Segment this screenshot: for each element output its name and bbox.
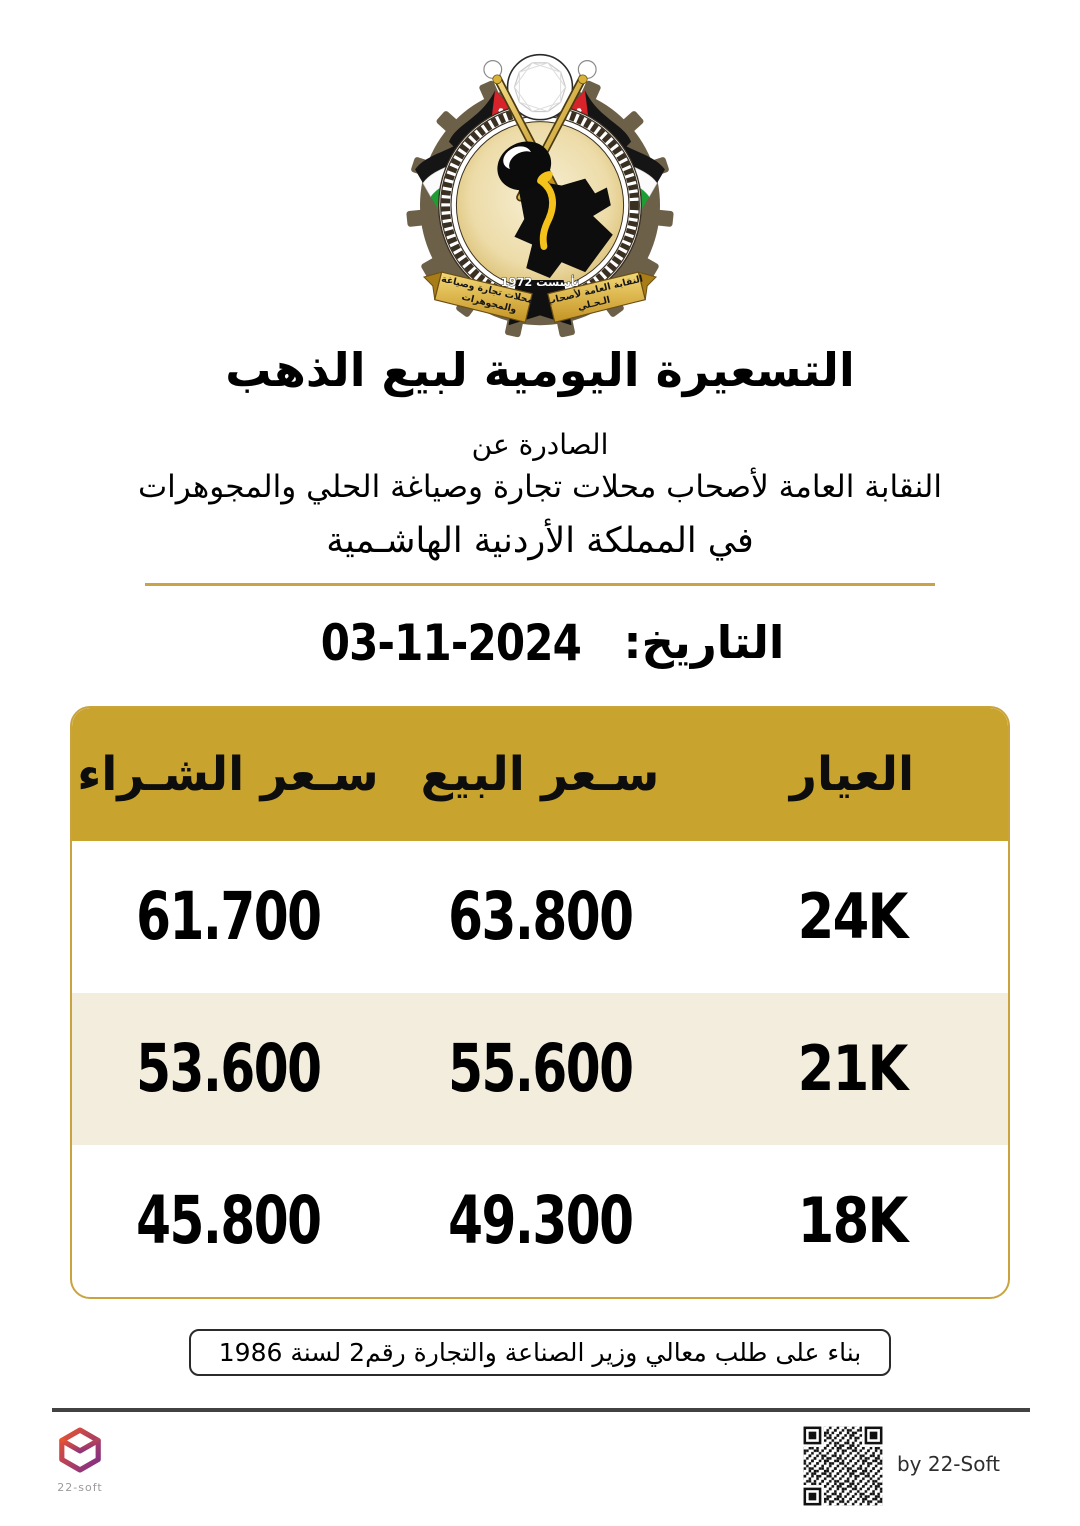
sell-price: 49.300	[447, 1181, 634, 1259]
gold-price-table: العيار سـعر البيع سـعر الشـراء 24K 63.80…	[70, 705, 1010, 1299]
karat-value: 24K	[797, 879, 908, 953]
buy-price: 61.700	[135, 877, 322, 955]
jordan-map-icon	[514, 178, 613, 278]
page-footer: by 22-Soft 22-soft	[0, 1412, 1080, 1508]
issuer-name: النقابة العامة لأصحاب محلات تجارة وصياغة…	[137, 468, 942, 505]
diamond-icon	[506, 53, 574, 121]
credit-text: by 22-Soft	[896, 1451, 1000, 1476]
column-header-buy: سـعر الشـراء	[77, 746, 379, 802]
table-row: 24K 63.800 61.700	[72, 841, 1008, 993]
sell-price: 63.800	[447, 877, 634, 955]
table-header-row: العيار سـعر البيع سـعر الشـراء	[72, 707, 1008, 841]
table-row: 18K 49.300 45.800	[72, 1145, 1008, 1297]
column-header-karat: العيار	[789, 746, 915, 802]
established-label: تأسست 1972	[501, 275, 579, 289]
bottom-divider	[52, 1407, 1030, 1412]
table-row: 21K 55.600 53.600	[72, 992, 1008, 1145]
note-container: بناء على طلب معالي وزير الصناعة والتجارة…	[0, 1328, 1080, 1376]
ribbon-left: محلات تجارة وصياغة والمجوهرات	[422, 271, 535, 323]
emblem-container: تأسست 1972 النقابة العامة لأصحاب الـحـلي…	[0, 0, 1080, 342]
legal-note: بناء على طلب معالي وزير الصناعة والتجارة…	[188, 1328, 892, 1376]
karat-value: 21K	[797, 1031, 908, 1105]
kingdom-line: في المملكة الأردنية الهاشـمية	[326, 520, 754, 561]
buy-price: 45.800	[135, 1181, 322, 1259]
buy-price: 53.600	[135, 1029, 322, 1107]
brand-cube-icon	[59, 1427, 101, 1473]
brand-block: 22-soft	[48, 1424, 112, 1494]
date-line: التاريخ: 03-11-2024	[0, 614, 1080, 672]
qr-code-icon	[800, 1423, 885, 1508]
syndicate-emblem-icon: تأسست 1972 النقابة العامة لأصحاب الـحـلي…	[406, 53, 674, 338]
sell-price: 55.600	[447, 1029, 634, 1107]
karat-value: 18K	[797, 1183, 908, 1257]
date-value: 03-11-2024	[320, 613, 581, 672]
crucible-icon	[497, 141, 556, 250]
qr-group: by 22-Soft	[800, 1423, 1000, 1508]
date-label: التاريخ:	[623, 616, 785, 670]
page-title: التسعيرة اليومية لبيع الذهب	[225, 343, 855, 397]
gold-divider	[145, 582, 935, 586]
column-header-sell: سـعر البيع	[420, 746, 660, 802]
brand-name: 22-soft	[57, 1480, 103, 1494]
issued-by-label: الصادرة عن	[471, 427, 609, 461]
